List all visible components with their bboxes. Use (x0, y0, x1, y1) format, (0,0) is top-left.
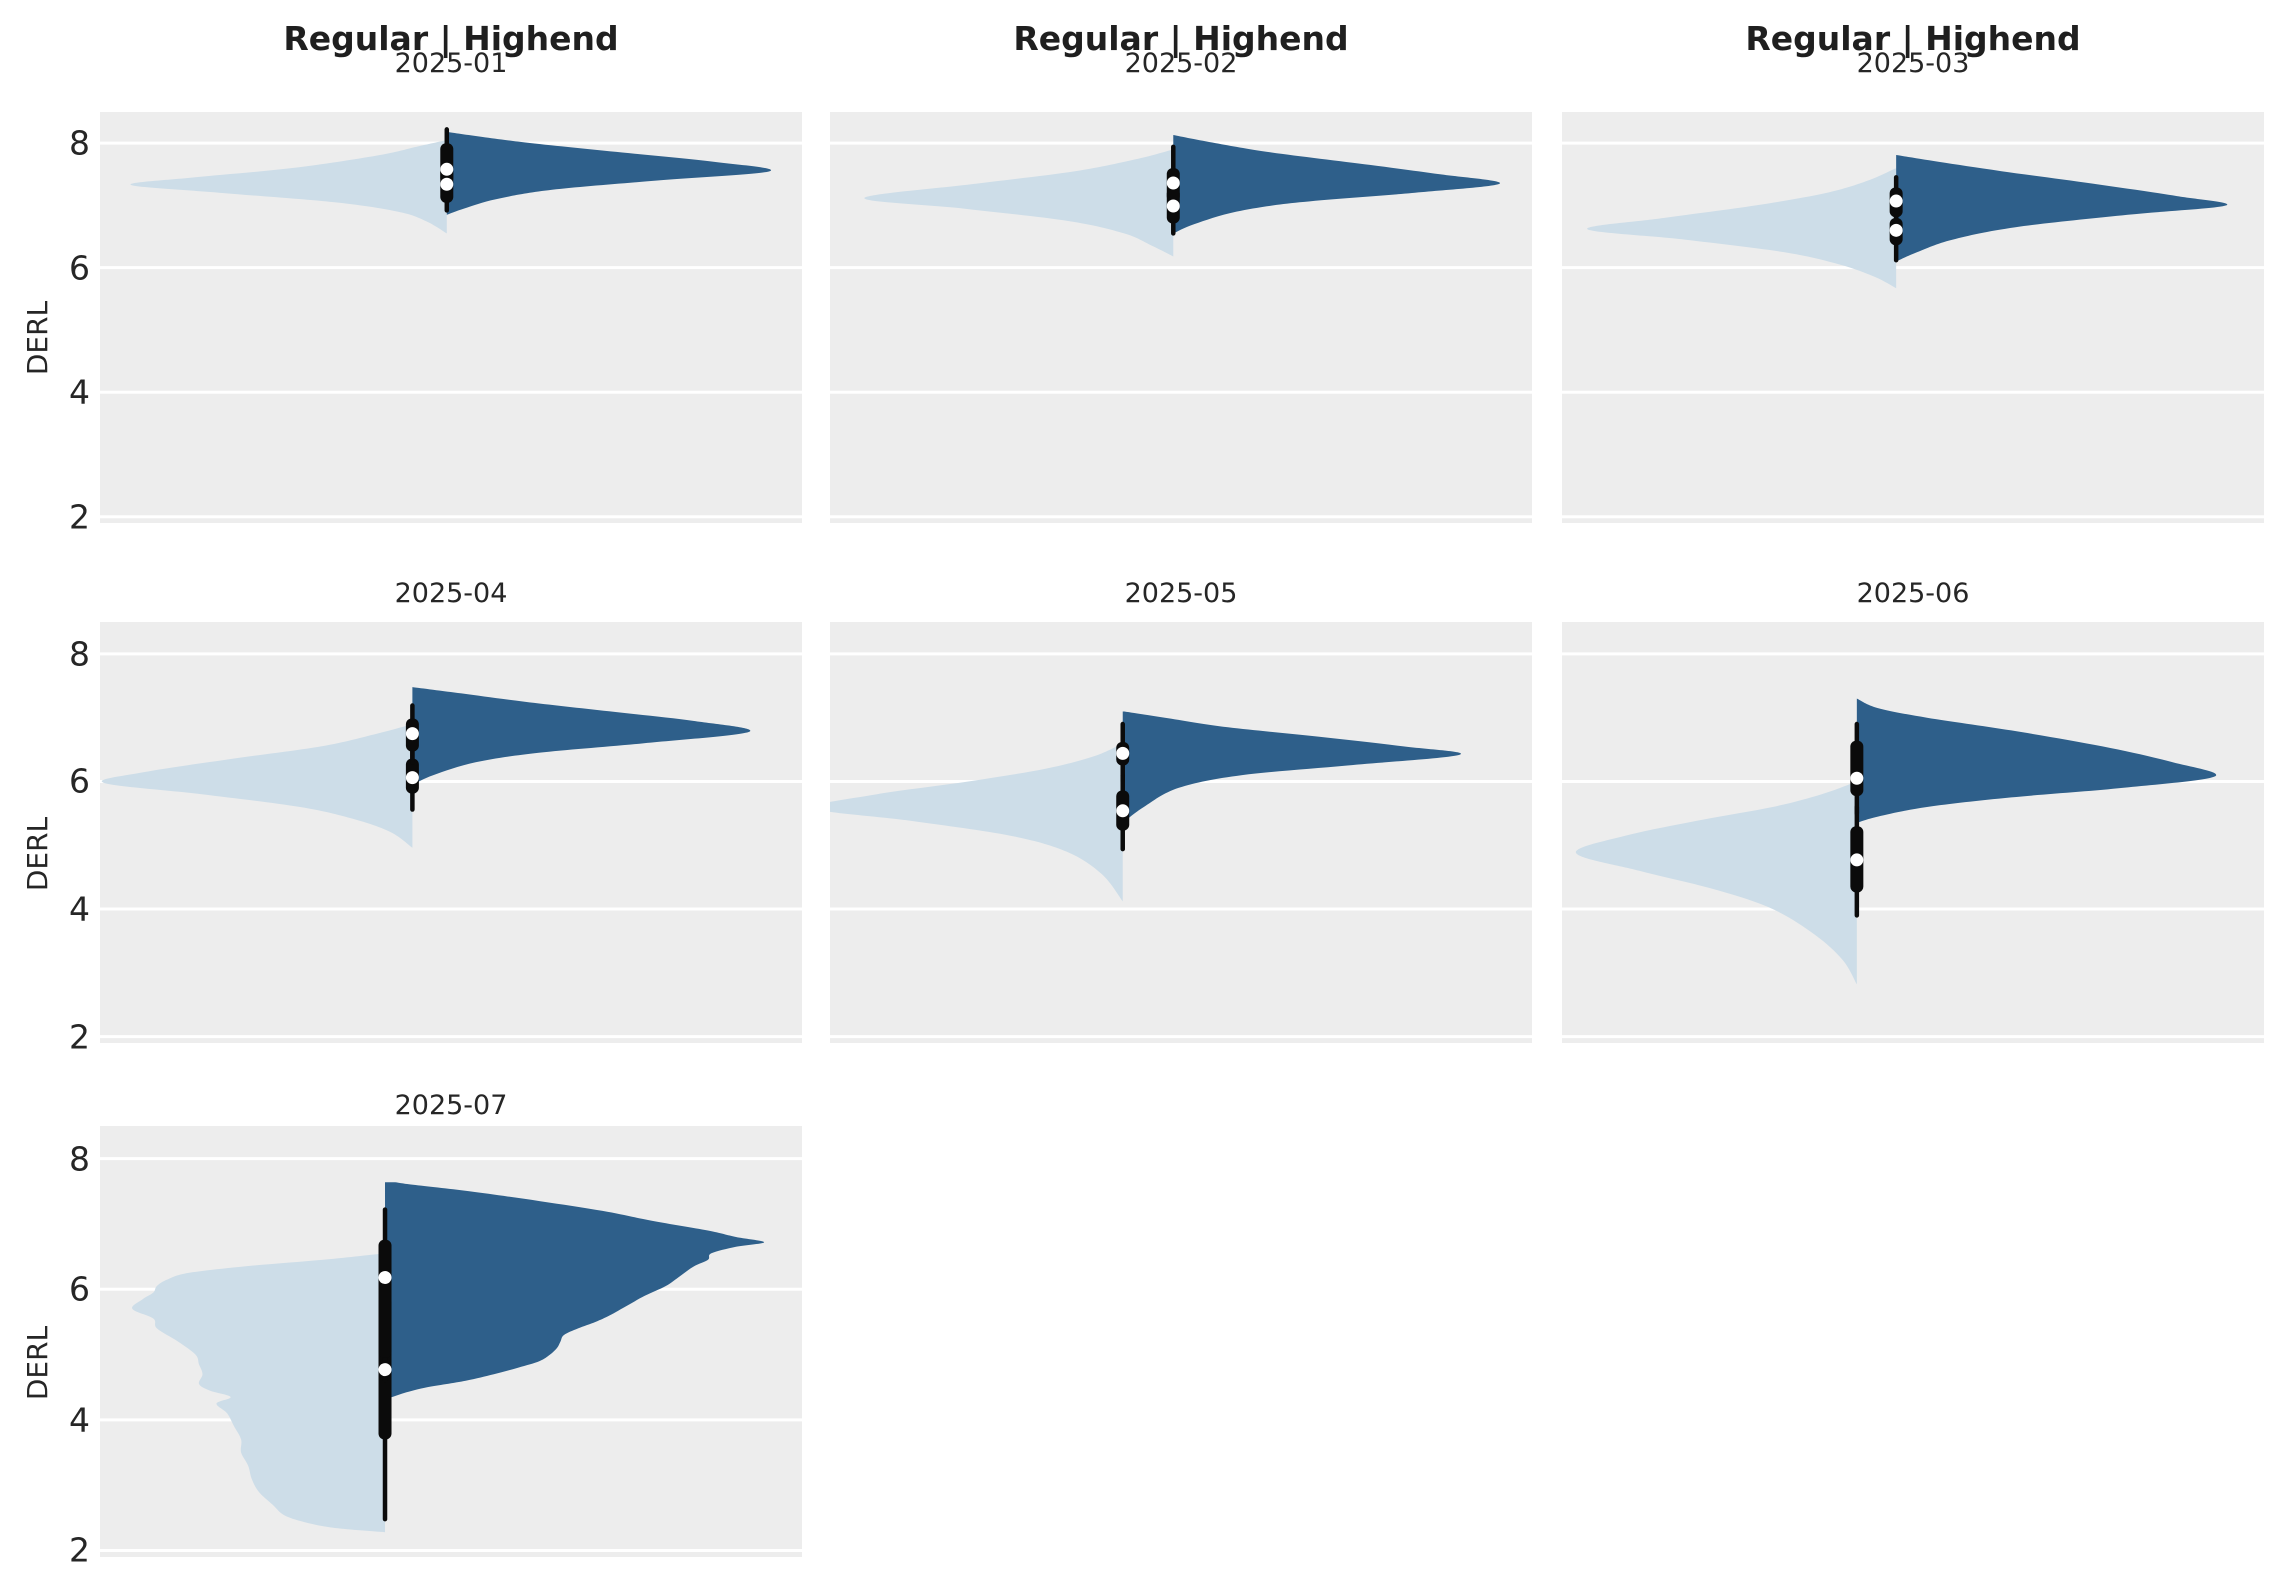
violin-highend-half (446, 131, 772, 215)
facet-title-bold: Regular | Highend (283, 19, 619, 58)
y-tick-label: 4 (69, 889, 90, 929)
boxplot-box (1850, 740, 1864, 797)
y-tick-label: 8 (69, 123, 90, 163)
facet-title-bold: Regular | Highend (1013, 19, 1349, 58)
median-dot (405, 771, 419, 785)
violin-regular-half (130, 140, 447, 234)
violin-panel-2025-01 (100, 112, 802, 523)
violin-panel-2025-03 (1562, 112, 2264, 523)
facet-month-label: 2025-03 (1856, 48, 1970, 79)
facet-month-label: 2025-07 (394, 1090, 508, 1121)
facet-month-label: 2025-02 (1124, 48, 1238, 79)
facet-month-label: 2025-05 (1124, 578, 1238, 609)
violin-highend-half (385, 1182, 765, 1400)
median-dot (378, 1271, 392, 1285)
y-axis-label: DERL (21, 300, 54, 376)
violin-highend-half (1856, 698, 2217, 823)
facet-month-label: 2025-06 (1856, 578, 1970, 609)
violin-panel-2025-06 (1562, 622, 2264, 1043)
median-dot (1166, 199, 1180, 213)
y-tick-label: 6 (69, 761, 90, 801)
median-dot (1116, 746, 1130, 760)
facet-month-label: 2025-04 (394, 578, 508, 609)
median-dot (1889, 223, 1903, 237)
violin-panel-2025-04 (100, 622, 802, 1043)
median-dot (440, 162, 454, 176)
y-tick-label: 6 (69, 248, 90, 288)
y-axis-label: DERL (21, 1325, 54, 1401)
median-dot (1166, 176, 1180, 190)
median-dot (1889, 194, 1903, 208)
boxplot-box (378, 1239, 392, 1358)
violin-panel-2025-07 (100, 1126, 802, 1557)
y-tick-label: 2 (69, 1530, 90, 1570)
y-tick-label: 4 (69, 372, 90, 412)
violin-highend-half (1122, 711, 1462, 823)
median-dot (405, 727, 419, 741)
violin-regular-half (1587, 168, 1897, 289)
facet-month-label: 2025-01 (394, 48, 508, 79)
boxplot (378, 1207, 392, 1383)
violin-panel-2025-02 (830, 112, 1532, 523)
median-dot (1850, 853, 1864, 867)
violin-regular-half (1575, 781, 1857, 985)
facet-title-bold: Regular | Highend (1745, 19, 2081, 58)
median-dot (1116, 804, 1130, 818)
median-dot (378, 1363, 392, 1377)
violin-highend-half (412, 687, 751, 785)
y-tick-label: 8 (69, 1139, 90, 1179)
y-tick-label: 2 (69, 497, 90, 537)
y-tick-label: 6 (69, 1269, 90, 1309)
y-tick-label: 4 (69, 1400, 90, 1440)
violin-panel-2025-05 (830, 622, 1532, 1043)
median-dot (1850, 771, 1864, 785)
median-dot (440, 177, 454, 191)
violin-regular-half (132, 1253, 386, 1533)
y-tick-label: 8 (69, 634, 90, 674)
panel-background (830, 622, 1532, 1043)
violin-regular-half (864, 149, 1174, 257)
violin-highend-half (1896, 155, 2228, 262)
violin-regular-half (101, 724, 413, 848)
violin-regular-half (830, 743, 1123, 902)
y-tick-label: 2 (69, 1017, 90, 1057)
violin-highend-half (1173, 135, 1501, 234)
panel-background (100, 622, 802, 1043)
y-axis-label: DERL (21, 816, 54, 891)
